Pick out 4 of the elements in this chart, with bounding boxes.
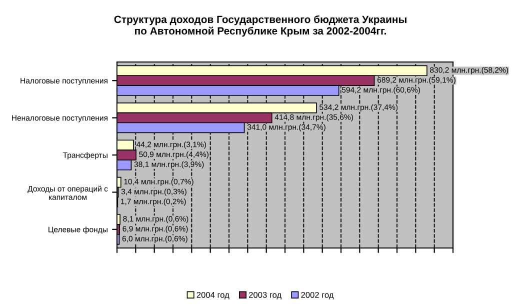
legend-label: 2002 год: [301, 292, 334, 300]
legend-label: 2003 год: [248, 292, 282, 300]
legend-label: 2004 год: [196, 292, 230, 300]
chart-title: Структура доходов Государственного бюджета Украины по Автономной Республике Крым за 2002-2004гг.: [114, 15, 406, 37]
